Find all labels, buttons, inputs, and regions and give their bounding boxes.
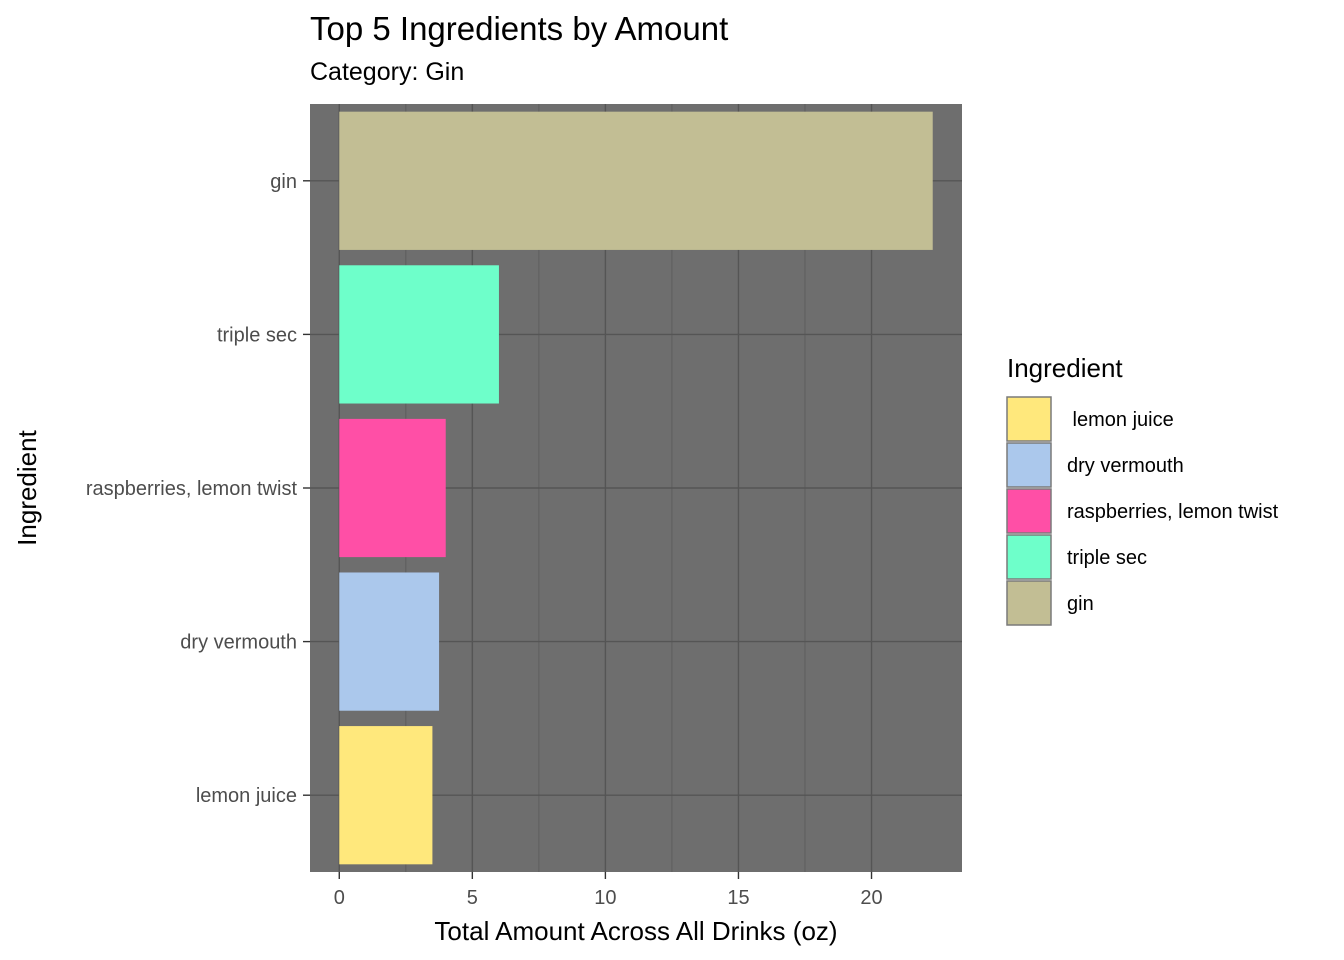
legend-key — [1006, 396, 1052, 442]
y-tick-label: dry vermouth — [180, 632, 297, 654]
y-tick-label: triple sec — [217, 324, 297, 346]
legend-label: dry vermouth — [1067, 455, 1184, 477]
y-tick-label: lemon juice — [196, 785, 297, 807]
legend-label: triple sec — [1067, 547, 1147, 569]
legend-key — [1006, 442, 1052, 488]
axes: 0 5 10 15 20 lemon juice dry vermouth raspberri… — [86, 171, 883, 909]
legend-title: Ingredient — [1007, 353, 1123, 383]
x-tick-label: 15 — [727, 887, 749, 909]
legend-key — [1006, 488, 1052, 534]
bar-raspberries-lemon-twist — [339, 418, 446, 558]
x-axis-title: Total Amount Across All Drinks (oz) — [434, 916, 837, 946]
bar-lemon-juice — [339, 726, 433, 865]
y-tick-label: gin — [270, 171, 297, 193]
bar-gin — [339, 111, 933, 250]
legend-key — [1006, 580, 1052, 626]
y-axis-title: Ingredient — [12, 429, 42, 545]
x-tick-label: 20 — [860, 887, 882, 909]
bar-triple-sec — [339, 265, 499, 404]
legend-label: lemon juice — [1067, 409, 1174, 431]
x-tick-label: 5 — [467, 887, 478, 909]
x-tick-label: 0 — [334, 887, 345, 909]
y-tick-label: raspberries, lemon twist — [86, 478, 298, 500]
bars — [339, 111, 933, 865]
x-tick-label: 10 — [594, 887, 616, 909]
legend: Ingredient lemon juice dry vermouth raspbe… — [1006, 353, 1279, 626]
chart-title: Top 5 Ingredients by Amount — [310, 10, 729, 47]
chart-subtitle: Category: Gin — [310, 58, 465, 86]
bar-dry-vermouth — [339, 572, 440, 711]
legend-label: gin — [1067, 593, 1094, 615]
legend-label: raspberries, lemon twist — [1067, 501, 1279, 523]
legend-key — [1006, 534, 1052, 580]
